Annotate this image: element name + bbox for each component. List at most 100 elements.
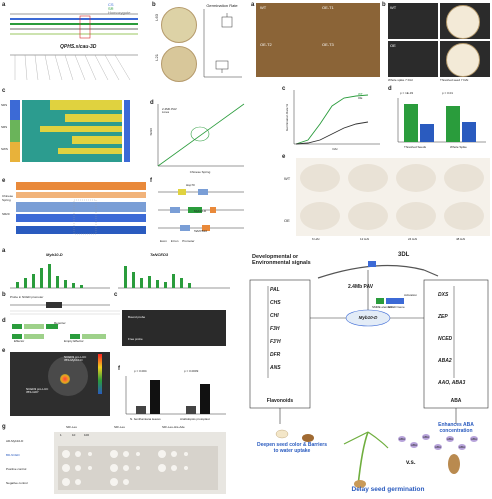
gene-label-hsp70: Hsp70 bbox=[186, 183, 195, 187]
bar-cat-2: Whole Spike bbox=[450, 145, 467, 149]
y2h-svg bbox=[58, 446, 218, 490]
scatter-xlabel: Chinese Spring bbox=[189, 170, 211, 174]
bar-cat-1: Threshed Seeds bbox=[404, 145, 427, 149]
panel-label-a: a bbox=[2, 2, 6, 8]
legend-a-sr: SR bbox=[108, 6, 114, 11]
line-legend-wt: WT bbox=[358, 92, 363, 96]
y2h-dil-10: 10 bbox=[72, 433, 76, 437]
panel-label-a-right: a bbox=[251, 2, 255, 8]
heatmap-panel-c bbox=[10, 92, 146, 164]
line-chart-c bbox=[293, 90, 380, 146]
line-legend: WT OE bbox=[358, 92, 363, 100]
aba-dot-7: ABA bbox=[470, 436, 479, 442]
seed-photo-grid bbox=[256, 3, 380, 77]
germination-grid bbox=[296, 158, 490, 236]
grid-col-24hai: 24 HAI bbox=[408, 237, 418, 241]
flav-gene-chs: CHS bbox=[270, 300, 281, 306]
luc-bar-chart bbox=[125, 376, 226, 416]
tracks-panel-e bbox=[16, 182, 146, 240]
line-chart-svg bbox=[293, 90, 380, 145]
luc-label-1: NCED3 pro-LUC 35S-Myb10-D bbox=[64, 356, 86, 362]
model-signals-2: Environmental signals bbox=[252, 260, 311, 266]
model-chrom: 3DL bbox=[398, 252, 410, 258]
chromosome-map-svg bbox=[10, 13, 138, 39]
qtl-label: QPHS.sicau-3D bbox=[60, 44, 97, 50]
chart-b-title: Germination Rate bbox=[206, 3, 238, 8]
line-ylabel: Germination Rate % bbox=[285, 104, 289, 132]
grid-row-oe: OE bbox=[284, 218, 290, 223]
y2h-col-3: SD/-Leu-His-Ade bbox=[162, 425, 185, 429]
flav-gene-f3h: F3H bbox=[270, 326, 280, 332]
aba-gene-list: DXS ZEP NCED ABA2 AAO, ABA3 bbox=[438, 284, 465, 394]
seed-label-oe-t3: OE-T3 bbox=[322, 42, 334, 47]
petri-plate-l21 bbox=[161, 46, 197, 82]
aba-box-label: ABA bbox=[450, 398, 462, 404]
panel-label-d-bottom: d bbox=[2, 318, 6, 324]
gene-label-tamyb10: TaMYB10 bbox=[194, 229, 208, 233]
aba-dot-4: ABA bbox=[434, 444, 443, 450]
y2h-spot-grid bbox=[54, 432, 226, 494]
y2h-row-negative: Negative control bbox=[6, 481, 28, 485]
spike-label-wt: WT bbox=[390, 5, 397, 10]
emsa-free: Free probe bbox=[128, 337, 143, 341]
bar-chart-svg bbox=[397, 98, 486, 143]
legend-intron: Intron bbox=[170, 239, 179, 243]
model-diagram: Developmental or Environmental signals 3… bbox=[248, 248, 492, 498]
y2h-row-ad: AD-Myb10-D bbox=[6, 439, 24, 443]
gene-structure-svg bbox=[158, 189, 244, 231]
effector-label: Effector bbox=[14, 339, 25, 343]
model-final: Delay seed germination bbox=[351, 486, 425, 493]
aba-dot-1: ABA bbox=[398, 436, 407, 442]
track-label-sr20: SR20 bbox=[2, 212, 10, 216]
aba-dot-5: ABA bbox=[446, 436, 455, 442]
panel-label-c: c bbox=[2, 88, 6, 94]
label-l21: L21 bbox=[154, 54, 159, 61]
y2h-row-positive: Positive control bbox=[6, 467, 27, 471]
luc-label-2: NCED3 pro-LUC 35S-GFP bbox=[26, 388, 48, 394]
group-srs: SRS bbox=[1, 125, 8, 129]
model-vs: v.s. bbox=[406, 460, 416, 466]
model-motif2: NCED Gene bbox=[388, 305, 405, 309]
luc-pval-2: p = 0.0009 bbox=[184, 369, 199, 373]
grid-row-wt: WT bbox=[284, 176, 291, 181]
probe-label: Probe in NCED promoter bbox=[10, 295, 44, 299]
scatter-svg bbox=[157, 103, 245, 167]
flav-gene-f3ph: F3'H bbox=[270, 339, 281, 345]
gene-label-myb10d: Myb10-D bbox=[194, 209, 207, 213]
luc-label-35s-gfp: 35S-GFP bbox=[26, 390, 39, 394]
panel-label-e: e bbox=[2, 178, 6, 184]
reporter-construct bbox=[10, 322, 114, 346]
scatter-legend-pav: 2.4Mb PAV bbox=[162, 107, 177, 111]
spike-caption-1: Whole spike 7 DAI bbox=[388, 78, 413, 82]
panel-label-e-right: e bbox=[282, 154, 286, 160]
plate-wt bbox=[446, 5, 480, 39]
panel-label-g-bottom: g bbox=[2, 424, 6, 430]
grid-col-12hai: 12 HAI bbox=[360, 237, 370, 241]
seed-label-oe-t2: OE-T2 bbox=[260, 42, 272, 47]
heatmap-svg bbox=[10, 100, 130, 162]
aba-dot-3: ABA bbox=[422, 434, 431, 440]
marker-map bbox=[10, 52, 140, 82]
y2h-rows: AD-Myb10-D BD-NCED Positive control Nega… bbox=[6, 434, 28, 490]
y2h-row-bd: BD-NCED bbox=[6, 453, 20, 457]
spike-photo-wt bbox=[388, 3, 438, 39]
luc-bar-svg bbox=[125, 376, 226, 415]
panel-label-f-bottom: f bbox=[118, 366, 120, 372]
scatter-legend: 2.4Mb PAV Lines bbox=[162, 108, 192, 114]
chart-a-title-1: Myb10-D bbox=[46, 252, 63, 257]
legend-a-cs: CS bbox=[108, 2, 114, 7]
spike-caption-2: Threshed seed 7 DAI bbox=[440, 78, 469, 82]
legend-promoter: Promoter bbox=[182, 239, 195, 243]
tracks-svg bbox=[16, 182, 146, 235]
luc-pval-1: p = 0.004 bbox=[134, 369, 147, 373]
track-label-chinese: Chinese bbox=[2, 194, 14, 198]
panel-label-d-right: d bbox=[388, 86, 392, 92]
seed-label-wt: WT bbox=[260, 5, 267, 10]
model-signals-1: Developmental or bbox=[252, 254, 299, 260]
scatter-ylabel: SR20 bbox=[149, 128, 153, 136]
gene-structure-panel-f bbox=[158, 182, 244, 238]
legend-a: CS SR Homozygote bbox=[108, 3, 130, 15]
luc-label-nced3-pro-1: NCED3 pro-LUC bbox=[64, 355, 87, 359]
y2h-col-2: SD/-Leu bbox=[114, 425, 126, 429]
emsa-bound: Bound probe bbox=[128, 315, 146, 319]
